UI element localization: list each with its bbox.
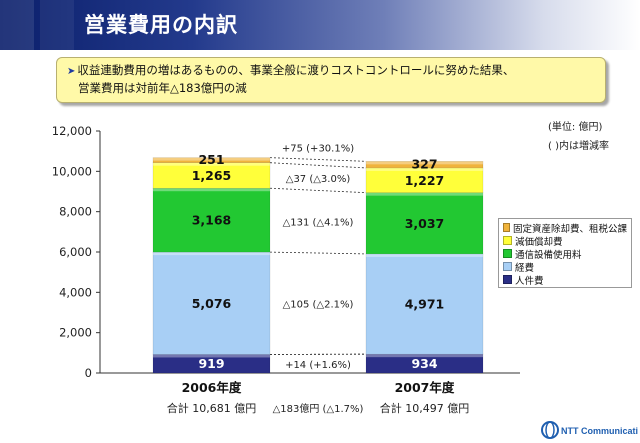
header-bar: 営業費用の内訳 <box>0 0 640 50</box>
bar-segment <box>365 253 484 355</box>
legend-swatch <box>503 236 512 245</box>
y-tick-label: 8,000 <box>59 205 92 219</box>
category-total-label: 合計 10,681 億円 <box>167 401 256 415</box>
y-tick-label: 10,000 <box>52 164 92 178</box>
legend-label: 経費 <box>515 262 535 274</box>
legend-label: 固定資産除却費、租税公課 <box>512 223 627 235</box>
ntt-communications-logo: NTT Communications <box>541 421 638 439</box>
chart-legend: 固定資産除却費、租税公課 減価償却費 通信設備使用料 経費 人件費 <box>498 218 632 288</box>
legend-item: 経費 <box>503 260 627 274</box>
bar-value-label: 5,076 <box>192 296 232 311</box>
bar-value-label: 3,168 <box>192 213 232 228</box>
legend-item: 人件費 <box>503 273 627 287</box>
bar-value-label: 934 <box>411 356 437 371</box>
legend-swatch <box>503 262 512 271</box>
unit-note: (単位: 億円) <box>548 122 603 133</box>
header-decoration <box>40 0 74 50</box>
legend-label: 人件費 <box>515 275 544 287</box>
legend-swatch <box>503 275 512 284</box>
bar-segment-highlight <box>366 253 483 257</box>
bar-segment-highlight <box>153 157 270 161</box>
bar-value-label: 1,227 <box>405 173 445 188</box>
connector-line <box>269 251 367 255</box>
bar-value-label: 327 <box>411 157 437 172</box>
bar-segment <box>152 162 271 189</box>
bar-segment-highlight <box>366 192 483 196</box>
bar-segment-highlight <box>153 162 270 166</box>
callout-line-1: 収益連動費用の増はあるものの、事業全般に渡りコストコントロールに努めた結果、 <box>77 63 515 77</box>
bar-value-label: 4,971 <box>405 297 445 312</box>
header-decoration <box>0 0 34 50</box>
y-tick-label: 12,000 <box>52 124 92 138</box>
change-label: △37 (△3.0%) <box>286 174 351 185</box>
bullet-arrow-icon: ➤ <box>67 66 76 77</box>
legend-label: 減価償却費 <box>515 236 563 248</box>
legend-item: 減価償却費 <box>503 234 627 248</box>
bar-segment <box>365 167 484 193</box>
total-change-label: △183億円 (△1.7%) <box>273 402 364 415</box>
bar-segment-highlight <box>366 161 483 165</box>
bar-segment-highlight <box>153 252 270 256</box>
logo-text: NTT Communications <box>561 426 638 436</box>
category-label: 2006年度 <box>182 380 242 395</box>
connector-line <box>269 187 367 194</box>
bar-segment-highlight <box>366 354 483 358</box>
category-total-label: 合計 10,497 億円 <box>380 401 469 415</box>
page-title: 営業費用の内訳 <box>84 13 238 37</box>
y-tick-label: 4,000 <box>59 285 92 299</box>
change-label: △131 (△4.1%) <box>283 218 354 229</box>
bar-segment <box>365 192 484 255</box>
y-tick-label: 0 <box>85 366 92 380</box>
bar-value-label: 3,037 <box>405 216 445 231</box>
bar-segment <box>152 157 271 163</box>
legend-label: 通信設備使用料 <box>515 249 582 261</box>
bar-value-label: 251 <box>198 152 224 167</box>
connector-line <box>269 162 367 169</box>
legend-item: 通信設備使用料 <box>503 247 627 261</box>
bar-segment <box>152 187 271 253</box>
paren-note: ( )内は増減率 <box>548 141 609 152</box>
bar-segment <box>365 161 484 169</box>
change-label: +75 (+30.1%) <box>282 144 354 155</box>
bar-segment-highlight <box>153 354 270 358</box>
change-label: △105 (△2.1%) <box>283 300 354 311</box>
summary-callout: ➤ 収益連動費用の増はあるものの、事業全般に渡りコストコントロールに努めた結果、 … <box>56 57 606 103</box>
y-tick-label: 6,000 <box>59 245 92 259</box>
bar-segment-highlight <box>153 188 270 192</box>
legend-item: 固定資産除却費、租税公課 <box>503 221 627 235</box>
bar-value-label: 1,265 <box>192 168 232 183</box>
legend-swatch <box>503 223 510 232</box>
bar-value-label: 919 <box>198 356 224 371</box>
bar-segment-highlight <box>366 167 483 171</box>
connector-line <box>269 157 367 162</box>
legend-swatch <box>503 249 512 258</box>
callout-line-2: 営業費用は対前年△183億円の減 <box>78 81 247 95</box>
bar-segment <box>152 251 271 355</box>
category-label: 2007年度 <box>395 380 455 395</box>
change-label: +14 (+1.6%) <box>285 360 351 371</box>
y-tick-label: 2,000 <box>59 326 92 340</box>
